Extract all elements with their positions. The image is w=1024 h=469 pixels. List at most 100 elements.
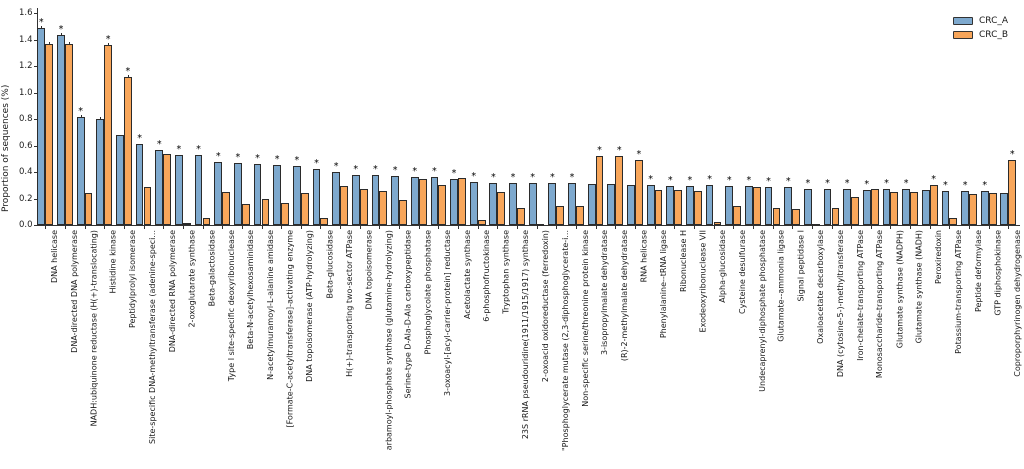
x-tick-mark — [399, 226, 401, 229]
bar-crc-b — [45, 43, 54, 225]
significance-star: * — [844, 178, 850, 190]
bar-crc-a — [194, 154, 203, 225]
bar-crc-a — [391, 176, 399, 225]
x-tick-label: [Formate-C-acetyltransferase]-activating… — [285, 230, 295, 428]
legend-swatch-crc-a — [953, 17, 973, 25]
x-tick-label: Beta-glucosidase — [324, 230, 334, 299]
bar-crc-a — [233, 162, 242, 225]
y-tick-mark — [33, 92, 37, 94]
x-tick-mark — [517, 226, 519, 229]
bar-crc-a — [96, 119, 105, 225]
bar-crc-a — [489, 182, 498, 225]
bar-crc-a — [882, 189, 891, 225]
bar-crc-b — [890, 191, 899, 225]
x-tick-label: Glutamate synthase (NADPH) — [894, 230, 904, 349]
significance-star: * — [746, 174, 752, 186]
x-tick-mark — [536, 226, 538, 229]
x-tick-mark — [477, 226, 479, 229]
significance-star: * — [530, 171, 536, 183]
y-tick-label: 0.8 — [18, 114, 33, 125]
bar-crc-b — [163, 153, 172, 225]
bar-crc-a — [568, 183, 576, 225]
error-whisker — [80, 114, 82, 118]
bar-crc-b — [969, 193, 977, 225]
bar-crc-a — [76, 116, 85, 225]
bar-crc-b — [929, 184, 938, 225]
significance-star: * — [903, 178, 909, 190]
significance-star: * — [1009, 149, 1015, 161]
x-tick-label: 2-oxoacid oxidoreductase (ferredoxin) — [541, 230, 551, 383]
bar-crc-a — [744, 185, 753, 225]
error-whisker — [108, 43, 110, 47]
legend-item-crc-a: CRC_A — [953, 14, 1008, 28]
bar-crc-a — [862, 189, 871, 225]
x-tick-label: Alpha-glucosidase — [718, 230, 728, 303]
x-tick-label: DNA-directed RNA polymerase — [167, 230, 177, 353]
x-tick-mark — [575, 226, 577, 229]
significance-star: * — [412, 165, 418, 177]
x-tick-label: Coproporphyrinogen dehydrogenase — [1012, 230, 1022, 377]
x-tick-label: DNA topoisomerase — [364, 230, 374, 310]
x-tick-label: Peptide deformylase — [973, 230, 983, 313]
significance-star: * — [353, 163, 359, 175]
significance-star: * — [864, 178, 870, 190]
significance-star: * — [78, 105, 83, 117]
x-tick-label: Non-specific serine/threonine protein ki… — [580, 230, 590, 407]
y-tick-mark — [33, 145, 37, 147]
bar-crc-a — [705, 185, 714, 225]
bar-crc-a — [528, 182, 537, 225]
x-tick-mark — [929, 226, 931, 229]
x-tick-label: Site-specific DNA-methyltransferase (ade… — [148, 230, 158, 444]
bar-crc-b — [281, 203, 289, 225]
x-tick-label: 3-isopropylmalate dehydratase — [600, 230, 610, 356]
x-tick-mark — [359, 226, 361, 229]
x-tick-label: DNA (cytosine-5-)-methyltransferase — [836, 230, 845, 378]
significance-star: * — [490, 171, 496, 183]
error-whisker — [68, 41, 70, 45]
bar-crc-b — [418, 178, 427, 225]
bar-crc-a — [292, 166, 301, 225]
significance-star: * — [314, 158, 319, 170]
significance-star: * — [105, 34, 111, 46]
bar-crc-b — [693, 190, 702, 225]
bar-crc-a — [803, 189, 812, 225]
error-whisker — [60, 32, 62, 36]
significance-star: * — [215, 150, 221, 162]
bar-crc-a — [646, 185, 655, 225]
y-tick-mark — [33, 225, 37, 226]
bar-crc-a — [135, 144, 144, 225]
significance-star: * — [125, 65, 131, 77]
bar-crc-a — [253, 164, 262, 225]
significance-star: * — [549, 171, 555, 183]
bar-crc-b — [910, 191, 918, 225]
legend-swatch-crc-b — [953, 31, 973, 39]
x-tick-label: N-acetylmuramoyl-L-alanine amidase — [266, 230, 276, 380]
x-tick-label: arbamoyl-phosphate synthase (glutamine-h… — [383, 230, 393, 451]
significance-star: * — [373, 164, 378, 176]
x-axis-line — [36, 225, 1020, 226]
significance-star: * — [471, 171, 477, 182]
x-tick-label: NADH:ubiquinone reductase (H(+)-transloc… — [89, 230, 99, 427]
x-tick-mark — [910, 226, 912, 229]
x-tick-label: (R)-2-methylmalate dehydratase — [619, 230, 629, 362]
bar-crc-b — [143, 186, 152, 225]
bar-crc-b — [320, 218, 329, 225]
bar-crc-b — [241, 203, 250, 225]
x-tick-mark — [831, 226, 833, 229]
bar-crc-b — [64, 43, 73, 225]
x-tick-mark — [458, 226, 460, 229]
bar-crc-a — [116, 135, 124, 225]
x-tick-label: Glutamate synthase (NADH) — [914, 230, 924, 344]
significance-star: * — [962, 180, 968, 192]
significance-star: * — [333, 161, 339, 173]
x-tick-label: Oxaloacetate decarboxylase — [816, 230, 826, 344]
x-tick-mark — [595, 226, 597, 229]
x-tick-mark — [870, 226, 872, 229]
x-tick-mark — [202, 226, 204, 229]
legend-label-crc-a: CRC_A — [979, 16, 1009, 26]
y-tick-mark — [33, 66, 37, 68]
bar-crc-b — [104, 45, 113, 225]
x-tick-mark — [123, 226, 125, 229]
bar-crc-b — [379, 190, 388, 225]
